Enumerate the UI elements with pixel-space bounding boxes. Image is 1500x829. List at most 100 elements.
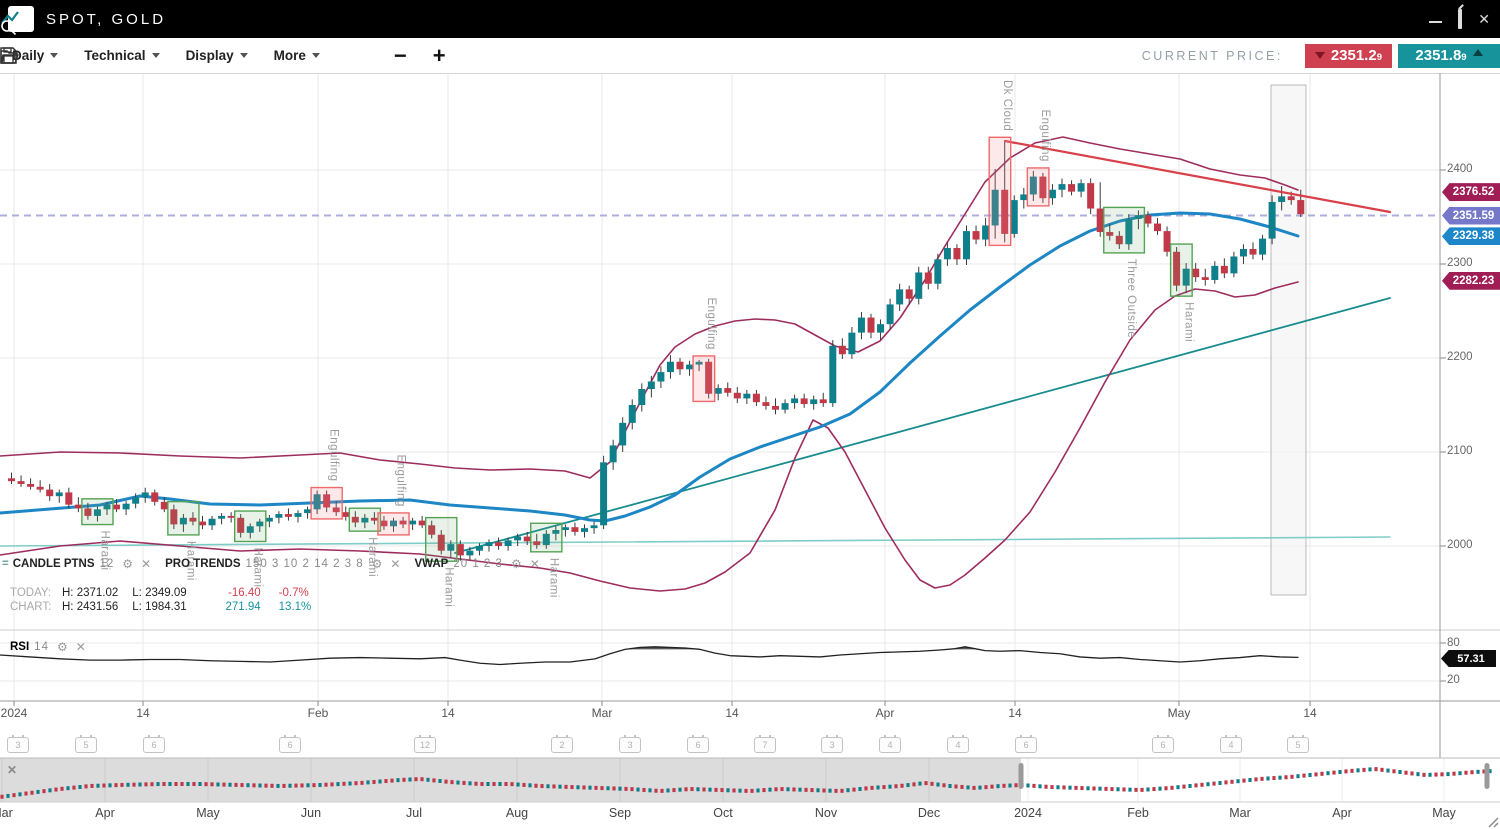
x-axis-label: 14 [1303, 706, 1317, 720]
rsi-value-badge: 57.31 [1441, 650, 1496, 667]
zoom-out-icon[interactable]: − [393, 42, 407, 68]
calendar-event-badge[interactable]: 2 [551, 735, 573, 753]
calendar-event-badge[interactable]: 4 [947, 735, 969, 753]
menu-technical[interactable]: Technical [84, 48, 159, 63]
pattern-label: Engulfing [705, 297, 717, 349]
candles [8, 140, 1305, 561]
indicator-pro-trends-label: PRO TRENDS [165, 558, 241, 570]
rsi-gear-icon[interactable]: ⚙ [56, 640, 68, 654]
minimize-icon[interactable] [1429, 12, 1443, 26]
bid-price-frac: 9 [1376, 52, 1382, 63]
menu-more[interactable]: More [274, 48, 320, 63]
x-axis-label: 2024 [0, 706, 28, 720]
navigator-month-label: Mar [1229, 806, 1251, 820]
pattern-box [530, 522, 563, 553]
calendar-event-badge[interactable]: 6 [1015, 735, 1037, 753]
pattern-box [988, 136, 1012, 247]
menu-daily[interactable]: Daily [12, 48, 58, 63]
navigator-month-label: Oct [713, 806, 733, 820]
pattern-box [348, 507, 382, 532]
calendar-event-badge[interactable]: 6 [687, 735, 709, 753]
calendar-event-badge[interactable]: 3 [821, 735, 843, 753]
calendar-event-badge[interactable]: 12 [414, 735, 436, 753]
rsi-lower-bound-label: 20 [1447, 674, 1460, 686]
navigator-month-label: Jul [406, 806, 422, 820]
close-icon[interactable]: ✕ [1478, 11, 1490, 27]
x-axis-label: 14 [725, 706, 739, 720]
navigator-month-label: Apr [1332, 806, 1352, 820]
resize-handle-icon[interactable] [1485, 814, 1499, 828]
pattern-box [425, 516, 458, 562]
rsi-period: 14 [34, 641, 49, 653]
calendar-event-badge[interactable]: 5 [75, 735, 97, 753]
pattern-label: Harami [547, 558, 559, 598]
indicator-pro-trends-params: 150 3 10 2 14 2 3 8 [245, 558, 364, 570]
rsi-legend: RSI 14 ⚙ ✕ [10, 640, 86, 654]
navigator-chart[interactable] [0, 757, 1500, 803]
rsi-upper-bound-label: 80 [1447, 637, 1460, 649]
pattern-label: Harami [366, 537, 378, 577]
menu-daily-label: Daily [12, 48, 45, 63]
bid-price-value: 2351.2 [1330, 47, 1377, 64]
toolbar: Daily Technical Display More − + CURRENT… [0, 38, 1500, 74]
calendar-event-badge[interactable]: 6 [143, 735, 165, 753]
selection-highlight-band[interactable] [1270, 84, 1307, 596]
zoom-in-icon[interactable]: + [432, 42, 446, 68]
rsi-close-icon[interactable]: ✕ [75, 640, 86, 654]
chart-low-value: 1984.31 [145, 601, 187, 613]
pattern-box [1026, 167, 1050, 207]
menu-more-label: More [273, 48, 306, 63]
menu-display[interactable]: Display [186, 48, 248, 63]
pro-trends-gear-icon[interactable]: ⚙ [371, 557, 383, 571]
navigator-month-label: Dec [917, 806, 941, 820]
pattern-box [1103, 206, 1146, 254]
current-price-label: CURRENT PRICE: [1141, 48, 1283, 63]
calendar-event-badge[interactable]: 4 [879, 735, 901, 753]
indicator-candle-ptns-label: CANDLE PTNS [12, 558, 95, 570]
pattern-label: Harami [251, 547, 263, 587]
navigator-month-label: Aug [505, 806, 529, 820]
price-axis-label: 2300 [1447, 257, 1473, 269]
x-axis-label: Apr [875, 706, 895, 720]
indicator-vwap-params: 20 1 2 3 [453, 558, 503, 570]
vwap-gear-icon[interactable]: ⚙ [510, 557, 522, 571]
navigator-close-icon[interactable]: ✕ [6, 763, 18, 777]
chart-low-label: L: [132, 601, 142, 613]
today-low-value: 2349.09 [145, 587, 187, 599]
upper-band-line [0, 136, 1299, 479]
pattern-box [377, 512, 410, 536]
ask-price-value: 2351.8 [1415, 47, 1462, 64]
rsi-label: RSI [10, 641, 30, 653]
navigator-unselected-range[interactable] [0, 758, 1021, 802]
x-axis-label: Feb [307, 706, 329, 720]
legend-drag-handle-icon[interactable]: = [2, 558, 9, 570]
pattern-label: Dk Cloud [1001, 80, 1013, 131]
popout-icon[interactable] [1458, 9, 1463, 29]
chart-label: CHART: [10, 601, 52, 613]
calendar-event-badge[interactable]: 6 [279, 735, 301, 753]
candle-ptns-gear-icon[interactable]: ⚙ [122, 557, 134, 571]
calendar-event-badge[interactable]: 6 [1152, 735, 1174, 753]
navigator-month-label: Apr [95, 806, 115, 820]
lower-band-line [0, 281, 1299, 592]
calendar-event-badge[interactable]: 5 [1287, 735, 1309, 753]
ask-price-frac: 9 [1461, 52, 1467, 63]
pattern-label: Harami [442, 567, 454, 607]
navigator-left-handle[interactable] [1018, 763, 1024, 789]
calendar-event-badge[interactable]: 3 [7, 735, 29, 753]
indicator-vwap-label: VWAP [414, 558, 449, 570]
calendar-event-badge[interactable]: 4 [1220, 735, 1242, 753]
calendar-event-badge[interactable]: 7 [754, 735, 776, 753]
price-chart-area[interactable]: Harami Harami Harami Engulfing Harami Engulfi… [0, 73, 1500, 758]
calendar-event-badge[interactable]: 3 [619, 735, 641, 753]
price-axis-label: 2400 [1447, 163, 1473, 175]
pro-trends-close-icon[interactable]: ✕ [390, 557, 401, 571]
pattern-label: Engulfing [1039, 109, 1051, 161]
price-badge: 2351.59 [1442, 206, 1500, 225]
pattern-label: Harami [98, 531, 110, 571]
x-axis-label: May [1167, 706, 1191, 720]
candle-ptns-close-icon[interactable]: ✕ [141, 557, 152, 571]
pattern-box [81, 498, 114, 526]
navigator-right-handle[interactable] [1484, 763, 1490, 789]
vwap-close-icon[interactable]: ✕ [529, 557, 540, 571]
